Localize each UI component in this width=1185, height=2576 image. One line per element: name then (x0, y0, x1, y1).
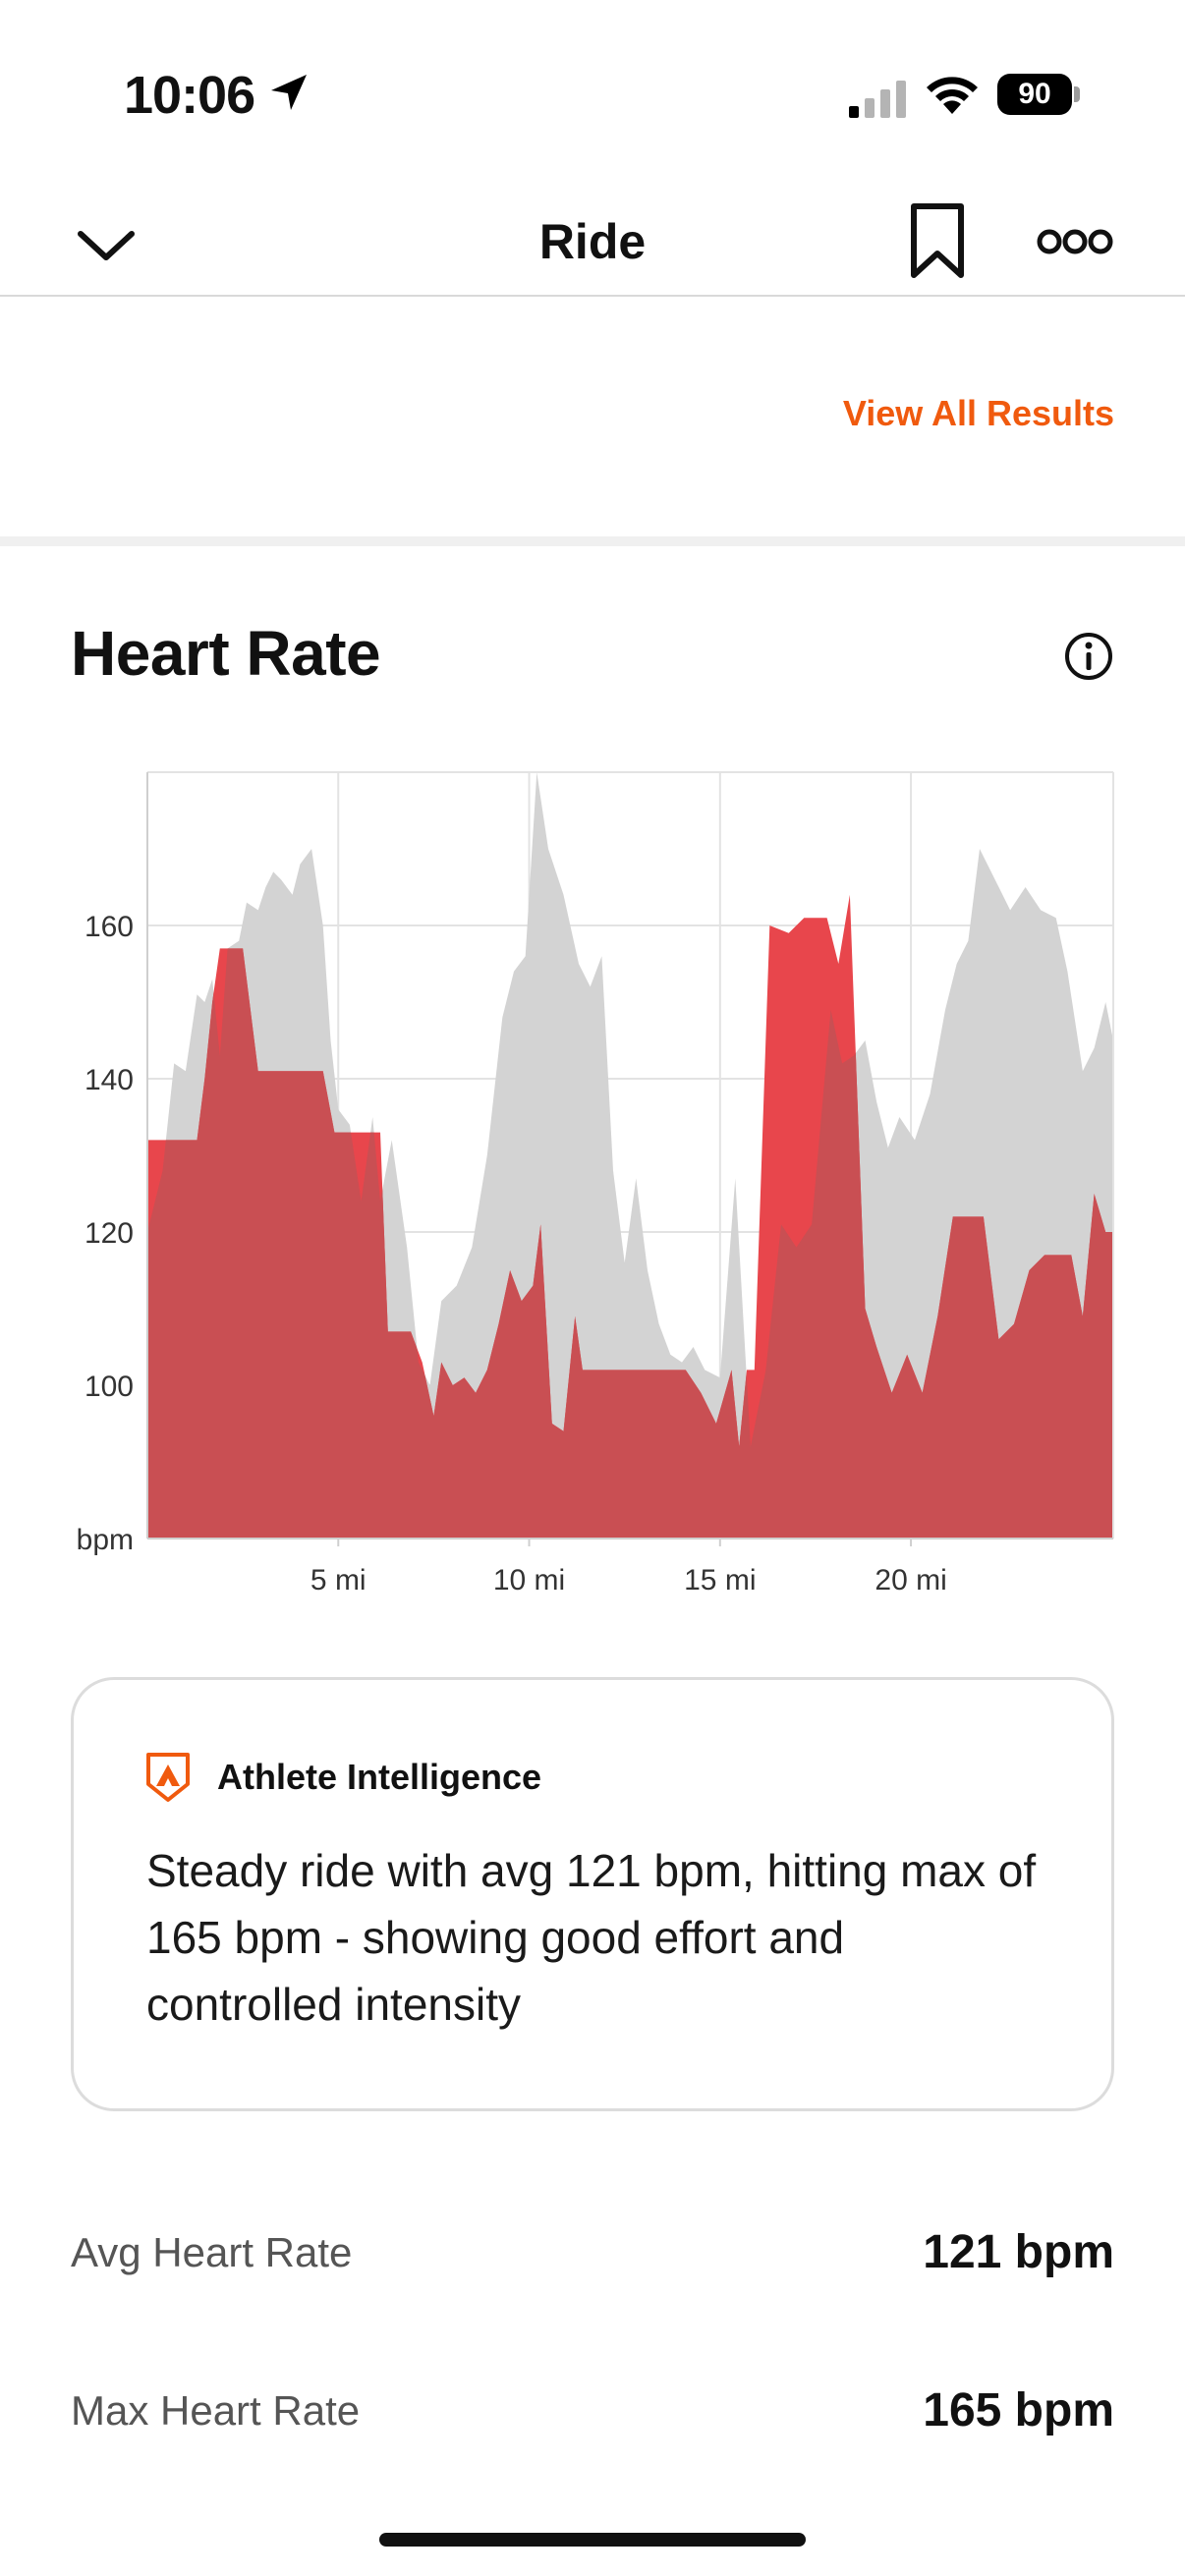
x-tick-label: 10 mi (493, 1564, 565, 1596)
chart-labels: bpm 100 120 140 160 5 mi 10 mi 15 mi 20 mi (77, 911, 947, 1596)
chart-series (147, 772, 1113, 1539)
heart-rate-title: Heart Rate (71, 618, 381, 689)
y-tick-label: 140 (85, 1064, 134, 1096)
status-bar: 10:06 90 (0, 0, 1185, 187)
more-icon[interactable] (1036, 216, 1114, 267)
chevron-down-icon[interactable] (71, 208, 141, 279)
location-arrow-icon (271, 75, 307, 110)
page-title: Ride (538, 214, 647, 269)
avg-heart-rate-value: 121 bpm (923, 2226, 1114, 2278)
battery-tip (1074, 86, 1080, 102)
home-indicator (379, 2533, 806, 2547)
x-tick-label: 20 mi (875, 1564, 946, 1596)
avg-heart-rate-row: Avg Heart Rate 121 bpm (71, 2213, 1114, 2292)
y-tick-label: 100 (85, 1371, 134, 1403)
avg-heart-rate-label: Avg Heart Rate (71, 2229, 353, 2275)
athlete-intelligence-summary: Steady ride with avg 121 bpm, hitting ma… (146, 1845, 1037, 2030)
info-icon[interactable] (1061, 629, 1116, 684)
nav-bar: Ride (0, 187, 1185, 297)
section-divider (0, 536, 1185, 546)
max-heart-rate-row: Max Heart Rate 165 bpm (71, 2372, 1114, 2450)
y-tick-label: 160 (85, 911, 134, 943)
wifi-icon (927, 77, 978, 114)
bookmark-icon[interactable] (902, 200, 973, 283)
x-tick-label: 5 mi (310, 1564, 367, 1596)
results-section: View All Results (0, 297, 1185, 536)
y-tick-label: bpm (77, 1524, 134, 1556)
max-heart-rate-label: Max Heart Rate (71, 2387, 361, 2434)
battery-level: 90 (997, 74, 1072, 115)
battery-icon: 90 (997, 74, 1080, 115)
view-all-results-link[interactable]: View All Results (842, 393, 1114, 433)
y-tick-label: 120 (85, 1217, 134, 1250)
heart-rate-chart: bpm 100 120 140 160 5 mi 10 mi 15 mi 20 mi (77, 771, 1114, 1596)
athlete-intelligence-card[interactable]: Athlete Intelligence Steady ride with av… (71, 1677, 1114, 2111)
cellular-signal-icon (849, 81, 906, 118)
status-time: 10:06 (124, 66, 255, 125)
max-heart-rate-value: 165 bpm (923, 2384, 1114, 2436)
series-overlap-area (147, 894, 1113, 1539)
x-tick-label: 15 mi (684, 1564, 756, 1596)
chart-frame (146, 771, 1114, 1546)
athlete-intelligence-logo-icon (146, 1753, 190, 1802)
athlete-intelligence-label: Athlete Intelligence (217, 1757, 542, 1797)
